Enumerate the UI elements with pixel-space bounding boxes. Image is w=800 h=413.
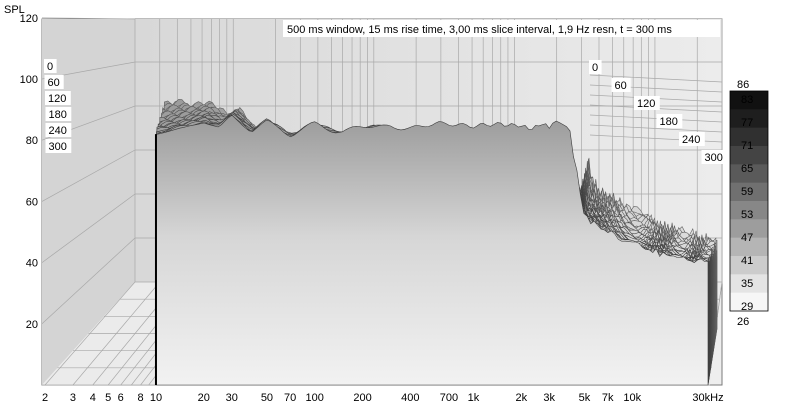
y-axis-label: SPL: [4, 4, 25, 16]
y-tick-label: 120: [20, 13, 38, 25]
x-tick-label: 3: [70, 392, 76, 404]
x-tick-label: 10: [150, 392, 162, 404]
time-label-right: 0: [592, 62, 598, 74]
time-label-right: 240: [682, 134, 700, 146]
grid-line: [589, 114, 723, 123]
time-label-right: 180: [660, 116, 678, 128]
x-tick-label: 700: [440, 392, 458, 404]
x-tick-label: 3k: [543, 392, 555, 404]
colorbar-tick-label: 59: [741, 186, 753, 198]
colorbar-min-label: 26: [737, 316, 749, 328]
x-tick-label: 7k: [602, 392, 614, 404]
colorbar-tick-label: 47: [741, 232, 753, 244]
time-label-left-bg: [45, 139, 72, 153]
time-label-left: 60: [48, 77, 60, 89]
x-tick-label: 6: [118, 392, 124, 404]
time-label-right: 60: [615, 80, 627, 92]
y-tick-label: 20: [26, 319, 38, 331]
grid-line: [41, 193, 136, 263]
time-label-left-bg: [44, 75, 64, 89]
colorbar-tick-label: 71: [741, 140, 753, 152]
colorbar-tick-label: 41: [741, 255, 753, 267]
y-tick-label: 40: [26, 258, 38, 270]
time-label-right-bg: [611, 78, 631, 92]
x-tick-label: 2k: [515, 392, 527, 404]
time-label-left-bg: [44, 59, 57, 73]
x-tick-label: 8: [138, 392, 144, 404]
time-label-right: 120: [637, 98, 655, 110]
time-label-right-bg: [701, 150, 728, 164]
chart-title: 500 ms window, 15 ms rise time, 3,00 ms …: [287, 24, 672, 36]
time-axis-labels: 0 60 120 180 240 300 0 60 120 180 240 300: [44, 59, 728, 164]
colorbar-segment: [730, 182, 768, 202]
grid-line: [41, 237, 136, 325]
x-tick-label: 20: [198, 392, 210, 404]
time-label-right-bg: [634, 96, 660, 110]
x-tick-label: 200: [353, 392, 371, 404]
x-tick-label: 50: [261, 392, 273, 404]
color-scale-bar: 83 77 71 65 59 53 47 41 35 29: [729, 90, 769, 313]
colorbar-segment: [730, 109, 768, 129]
time-label-left: 240: [49, 125, 67, 137]
x-tick-label: 1k: [468, 392, 480, 404]
colorbar-segment: [730, 237, 768, 257]
waterfall-slice: [155, 114, 709, 386]
time-label-left-bg: [45, 91, 71, 105]
colorbar-tick-label: 29: [741, 301, 753, 313]
time-label-right-bg: [679, 132, 705, 146]
y-tick-label: 80: [26, 135, 38, 147]
time-label-left: 120: [48, 93, 66, 105]
x-tick-label: 30: [226, 392, 238, 404]
x-tick-label: 4: [90, 392, 96, 404]
time-label-right: 300: [705, 152, 723, 164]
colorbar-frame: [729, 90, 769, 312]
y-tick-label: 100: [20, 74, 38, 86]
x-axis-ticks: 2 3 4 5 6 8 10 20 30 50 70 100 200 400 700 1k 2k 3k 5k 7k 10…: [42, 392, 724, 404]
time-label-left: 0: [47, 61, 53, 73]
colorbar-segment: [730, 201, 768, 220]
time-label-left: 180: [49, 109, 67, 121]
colorbar-tick-label: 83: [741, 94, 753, 106]
x-tick-label: 30kHz: [692, 392, 723, 404]
time-label-right-bg: [589, 60, 602, 74]
x-tick-label: 400: [401, 392, 419, 404]
waterfall-surface: [154, 99, 718, 386]
colorbar-tick-label: 35: [741, 278, 753, 290]
colorbar-tick-label: 65: [741, 163, 753, 175]
colorbar-tick-label: 77: [741, 117, 753, 129]
time-label-left-bg: [45, 123, 72, 137]
colorbar-segment: [730, 292, 768, 312]
x-tick-label: 2: [42, 392, 48, 404]
colorbar-segment: [730, 274, 768, 294]
colorbar-max-label: 86: [737, 79, 749, 91]
time-label-left: 300: [49, 141, 67, 153]
x-tick-label: 5: [105, 392, 111, 404]
grid-line: [41, 17, 136, 20]
x-tick-label: 5k: [579, 392, 591, 404]
colorbar-segment: [730, 256, 768, 275]
colorbar-tick-label: 53: [741, 209, 753, 221]
y-axis-ticks: 120 100 80 60 40 20: [20, 13, 38, 331]
title-box: [283, 20, 720, 37]
x-tick-label: 70: [284, 392, 296, 404]
x-tick-label: 100: [306, 392, 324, 404]
colorbar-segment: [730, 164, 768, 184]
time-label-left-bg: [45, 107, 72, 121]
grid-line: [41, 149, 136, 202]
time-label-right-bg: [656, 114, 683, 128]
colorbar-segment: [730, 91, 768, 110]
y-tick-label: 60: [26, 196, 38, 208]
colorbar-segment: [730, 219, 768, 239]
colorbar-segment: [730, 146, 768, 165]
x-tick-label: 10k: [623, 392, 641, 404]
colorbar-segment: [730, 127, 768, 147]
grid-line: [589, 124, 723, 133]
grid-line: [589, 74, 723, 83]
